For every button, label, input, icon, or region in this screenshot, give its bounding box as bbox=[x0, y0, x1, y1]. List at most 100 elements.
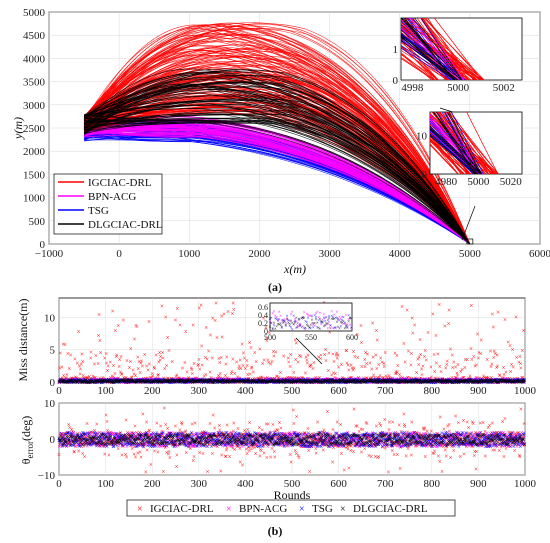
point-igciac-drl: × bbox=[100, 376, 104, 384]
trajectory-dlgciac-drl bbox=[84, 122, 471, 245]
point-igciac-drl: × bbox=[117, 375, 121, 383]
y-tick-label: 4000 bbox=[23, 53, 46, 65]
y-tick-label: 3500 bbox=[23, 77, 46, 89]
inset-point-dlgciac-drl: × bbox=[350, 317, 353, 322]
inset-bottom-x-tick: 4980 bbox=[435, 176, 458, 188]
point-igciac-drl: × bbox=[205, 356, 209, 364]
inset-line bbox=[430, 130, 478, 174]
point-igciac-drl: × bbox=[64, 374, 68, 382]
point-igciac-drl: × bbox=[97, 332, 101, 340]
point-igciac-drl: × bbox=[101, 374, 105, 382]
point-igciac-drl: × bbox=[57, 451, 61, 459]
inset-line bbox=[430, 133, 462, 174]
point-igciac-drl: × bbox=[199, 301, 203, 309]
point-igciac-drl: × bbox=[116, 322, 120, 330]
inset-top-x-tick: 4998 bbox=[401, 82, 424, 94]
point-igciac-drl: × bbox=[479, 336, 483, 344]
inset-line bbox=[430, 138, 470, 174]
point-igciac-drl: × bbox=[94, 379, 98, 387]
point-igciac-drl: × bbox=[184, 328, 188, 336]
inset-point-tsg: × bbox=[307, 317, 310, 322]
point-igciac-drl: × bbox=[89, 354, 93, 362]
point-igciac-drl: × bbox=[82, 375, 86, 383]
trajectory-dlgciac-drl bbox=[83, 72, 471, 245]
inset-point-dlgciac-drl: × bbox=[346, 326, 349, 331]
point-igciac-drl: × bbox=[472, 353, 476, 361]
point-igciac-drl: × bbox=[108, 359, 112, 367]
inset-line bbox=[430, 128, 479, 174]
point-igciac-drl: × bbox=[213, 317, 217, 325]
point-igciac-drl: × bbox=[519, 364, 523, 372]
point-igciac-drl: × bbox=[396, 362, 400, 370]
inset-point-dlgciac-drl: × bbox=[329, 327, 332, 332]
point-igciac-drl: × bbox=[514, 313, 518, 321]
point-igciac-drl: × bbox=[66, 376, 70, 384]
trajectory-dlgciac-drl bbox=[83, 82, 471, 245]
point-igciac-drl: × bbox=[85, 420, 89, 428]
trajectory-dlgciac-drl bbox=[83, 86, 471, 245]
inset-line bbox=[430, 133, 478, 174]
point-igciac-drl: × bbox=[93, 374, 97, 382]
point-igciac-drl: × bbox=[59, 378, 63, 386]
point-igciac-drl: × bbox=[105, 360, 109, 368]
legend-label-bpn: BPN-ACG bbox=[88, 191, 136, 203]
y-tick-label: 3000 bbox=[23, 100, 46, 112]
point-igciac-drl: × bbox=[409, 361, 413, 369]
y-tick-label: 0 bbox=[50, 377, 56, 389]
point-igciac-drl: × bbox=[359, 339, 363, 347]
point-igciac-drl: × bbox=[220, 334, 224, 342]
point-igciac-drl: × bbox=[92, 360, 96, 368]
point-igciac-drl: × bbox=[124, 376, 128, 384]
point-igciac-drl: × bbox=[99, 377, 103, 385]
point-igciac-drl: × bbox=[465, 356, 469, 364]
x-tick-label: 900 bbox=[470, 385, 487, 397]
point-igciac-drl: × bbox=[85, 375, 89, 383]
point-igciac-drl: × bbox=[274, 348, 278, 356]
inset-line bbox=[401, 39, 463, 80]
point-igciac-drl: × bbox=[232, 306, 236, 314]
x-tick-label: 0 bbox=[56, 385, 62, 397]
inset-line bbox=[446, 112, 499, 174]
point-igciac-drl: × bbox=[65, 379, 69, 387]
miss-inset-y-tick: 0 bbox=[264, 327, 268, 336]
point-igciac-drl: × bbox=[200, 342, 204, 350]
point-igciac-drl: × bbox=[64, 377, 68, 385]
point-igciac-drl: × bbox=[409, 350, 413, 358]
point-igciac-drl: × bbox=[490, 311, 494, 319]
point-igciac-drl: × bbox=[128, 358, 132, 366]
trajectory-dlgciac-drl bbox=[83, 81, 471, 245]
inset-line bbox=[422, 18, 468, 80]
point-igciac-drl: × bbox=[510, 346, 514, 354]
point-igciac-drl: × bbox=[69, 375, 73, 383]
point-igciac-drl: × bbox=[100, 378, 104, 386]
legend-label-dlgciac: DLGCIAC-DRL bbox=[88, 219, 163, 231]
inset-line bbox=[433, 18, 482, 80]
point-igciac-drl: × bbox=[95, 421, 99, 429]
trajectory-igciac-drl bbox=[83, 24, 471, 245]
trajectory-dlgciac-drl bbox=[84, 113, 471, 245]
point-igciac-drl: × bbox=[98, 337, 102, 345]
point-igciac-drl: × bbox=[90, 379, 94, 387]
point-igciac-drl: × bbox=[94, 352, 98, 360]
point-igciac-drl: × bbox=[98, 349, 102, 357]
trajectory-legend: IGCIAC-DRL BPN-ACG TSG DLGCIAC-DRL bbox=[53, 173, 163, 235]
y-tick-label: 500 bbox=[29, 216, 46, 228]
point-igciac-drl: × bbox=[114, 375, 118, 383]
point-igciac-drl: × bbox=[62, 379, 66, 387]
inset-line bbox=[410, 18, 484, 80]
trajectory-igciac-drl bbox=[83, 25, 471, 245]
point-igciac-drl: × bbox=[116, 377, 120, 385]
point-igciac-drl: × bbox=[76, 378, 80, 386]
point-igciac-drl: × bbox=[356, 354, 360, 362]
point-igciac-drl: × bbox=[110, 379, 114, 387]
inset-arrow-lower bbox=[461, 205, 476, 241]
trajectory-bpn-acg bbox=[84, 128, 471, 245]
miss-inset-y-tick: 0.2 bbox=[258, 319, 268, 328]
inset-point-dlgciac-drl: × bbox=[338, 327, 341, 332]
point-igciac-drl: × bbox=[101, 376, 105, 384]
point-igciac-drl: × bbox=[61, 376, 65, 384]
point-igciac-drl: × bbox=[105, 418, 109, 426]
trajectory-dlgciac-drl bbox=[83, 104, 471, 245]
